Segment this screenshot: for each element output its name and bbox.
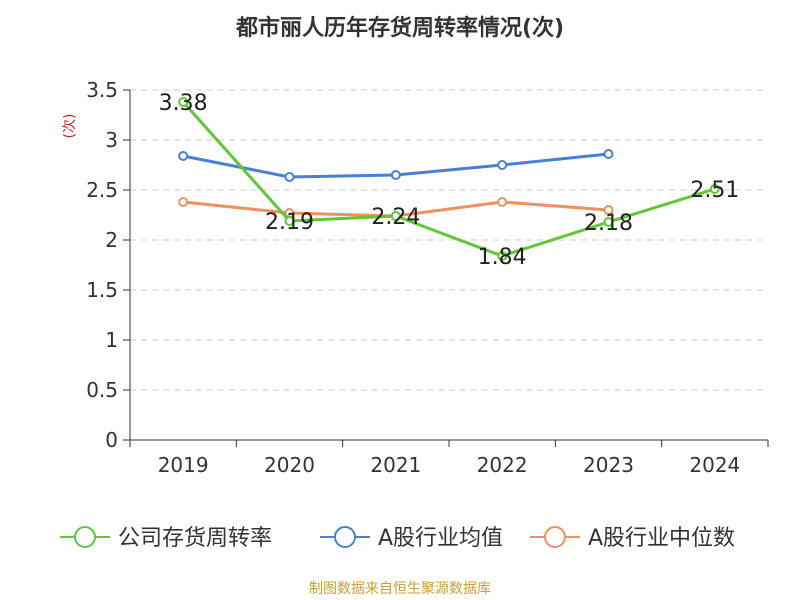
legend: 公司存货周转率 A股行业均值 A股行业中位数 — [60, 526, 735, 551]
data-point — [603, 149, 614, 159]
data-point — [390, 211, 401, 221]
data-label: 2.19 — [265, 210, 314, 235]
data-point — [603, 205, 614, 215]
data-point — [284, 172, 295, 182]
legend-marker — [544, 526, 566, 548]
source-note: 制图数据来自恒生聚源数据库 — [309, 581, 491, 597]
data-label: 2.51 — [690, 178, 739, 203]
data-point — [497, 197, 508, 207]
series — [178, 97, 720, 261]
y-tick-label: 0.5 — [86, 378, 118, 402]
data-point — [497, 251, 508, 261]
data-label: 3.38 — [159, 91, 208, 116]
y-axis-label: (次) — [62, 114, 78, 139]
series-line — [182, 101, 716, 258]
data-point — [178, 197, 189, 207]
axes: 0 0.5 1 1.5 2 2.5 3 3.5 2019 2020 2021 2022 2023 2024… — [62, 78, 769, 477]
y-tick-label: 3 — [105, 128, 118, 152]
legend-label: A股行业均值 — [378, 526, 503, 551]
legend-marker — [334, 526, 356, 548]
x-tick-label: 2024 — [689, 453, 740, 477]
chart-title: 都市丽人历年存货周转率情况(次) — [235, 16, 565, 41]
data-point — [284, 216, 295, 226]
y-tick-label: 1.5 — [86, 278, 118, 302]
x-tick-label: 2022 — [477, 453, 528, 477]
data-label: 2.18 — [584, 211, 633, 236]
y-tick-label: 2.5 — [86, 178, 118, 202]
data-point — [709, 184, 720, 194]
data-point — [178, 97, 189, 107]
data-labels: 3.38 2.19 2.24 1.84 2.18 2.51 — [159, 91, 740, 270]
x-tick-label: 2019 — [158, 453, 209, 477]
y-tick-label: 2 — [105, 228, 118, 252]
legend-label: A股行业中位数 — [588, 526, 735, 551]
data-label: 2.24 — [371, 205, 420, 230]
legend-marker — [74, 526, 96, 548]
data-label: 1.84 — [478, 245, 527, 270]
x-tick-label: 2021 — [370, 453, 421, 477]
y-tick-label: 0 — [105, 428, 118, 452]
data-point — [497, 160, 508, 170]
legend-label: 公司存货周转率 — [118, 526, 272, 551]
y-tick-label: 3.5 — [86, 78, 118, 102]
y-tick-label: 1 — [105, 328, 118, 352]
data-point — [603, 217, 614, 227]
x-tick-label: 2023 — [583, 453, 634, 477]
data-point — [390, 170, 401, 180]
grid-lines — [130, 89, 768, 391]
data-point — [178, 151, 189, 161]
x-tick-label: 2020 — [264, 453, 315, 477]
